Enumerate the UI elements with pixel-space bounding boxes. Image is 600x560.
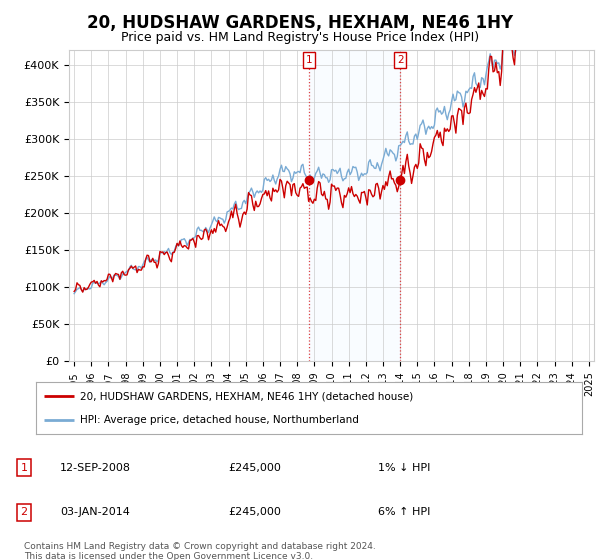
Text: 03-JAN-2014: 03-JAN-2014 (60, 507, 130, 517)
Text: HPI: Average price, detached house, Northumberland: HPI: Average price, detached house, Nort… (80, 415, 359, 425)
Text: £245,000: £245,000 (228, 507, 281, 517)
Text: 1% ↓ HPI: 1% ↓ HPI (378, 463, 430, 473)
Bar (309, 50, 400, 361)
Text: £245,000: £245,000 (228, 463, 281, 473)
Text: 6% ↑ HPI: 6% ↑ HPI (378, 507, 430, 517)
Text: 1: 1 (306, 55, 313, 65)
Text: 2: 2 (397, 55, 403, 65)
Text: 20, HUDSHAW GARDENS, HEXHAM, NE46 1HY (detached house): 20, HUDSHAW GARDENS, HEXHAM, NE46 1HY (d… (80, 391, 413, 402)
Text: 1: 1 (20, 463, 28, 473)
Text: Price paid vs. HM Land Registry's House Price Index (HPI): Price paid vs. HM Land Registry's House … (121, 31, 479, 44)
Text: 20, HUDSHAW GARDENS, HEXHAM, NE46 1HY: 20, HUDSHAW GARDENS, HEXHAM, NE46 1HY (87, 14, 513, 32)
Text: 2: 2 (20, 507, 28, 517)
Text: 12-SEP-2008: 12-SEP-2008 (60, 463, 131, 473)
Text: Contains HM Land Registry data © Crown copyright and database right 2024.
This d: Contains HM Land Registry data © Crown c… (24, 542, 376, 560)
